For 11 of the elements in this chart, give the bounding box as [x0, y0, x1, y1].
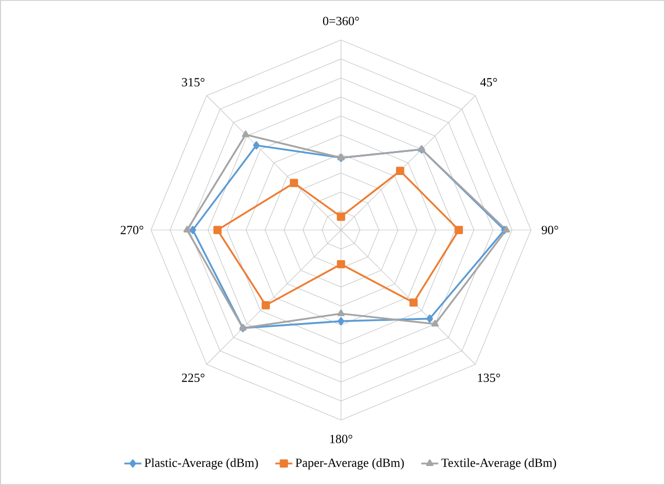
legend-label: Plastic-Average (dBm): [144, 458, 258, 470]
spoke-label: 0=360°: [323, 16, 359, 26]
spoke-label: 45°: [480, 78, 497, 86]
spoke-label: 270°: [120, 226, 144, 234]
spoke-label: 135°: [478, 374, 500, 382]
spoke-label: 315°: [182, 78, 204, 86]
legend-label: Paper-Average (dBm): [296, 458, 404, 470]
spoke-label: 90°: [542, 226, 558, 234]
spoke-label: 180°: [330, 434, 352, 444]
legend-label: Textile-Average (dBm): [441, 458, 556, 470]
spoke-label: 225°: [182, 374, 204, 382]
